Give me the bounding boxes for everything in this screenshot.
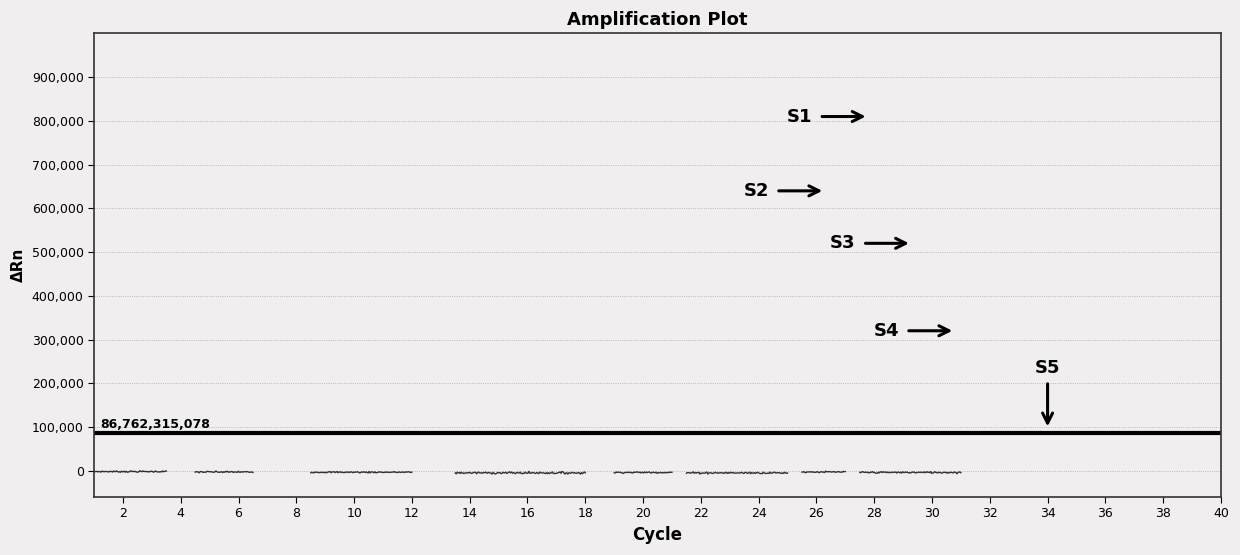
Text: S5: S5 <box>1035 359 1060 377</box>
Title: Amplification Plot: Amplification Plot <box>567 11 748 29</box>
X-axis label: Cycle: Cycle <box>632 526 682 544</box>
Text: S1: S1 <box>786 108 812 125</box>
Text: S4: S4 <box>873 322 899 340</box>
Text: 86,762,315,078: 86,762,315,078 <box>100 417 210 431</box>
Y-axis label: ΔRn: ΔRn <box>11 248 26 282</box>
Text: S2: S2 <box>743 182 769 200</box>
Text: S3: S3 <box>830 234 856 253</box>
